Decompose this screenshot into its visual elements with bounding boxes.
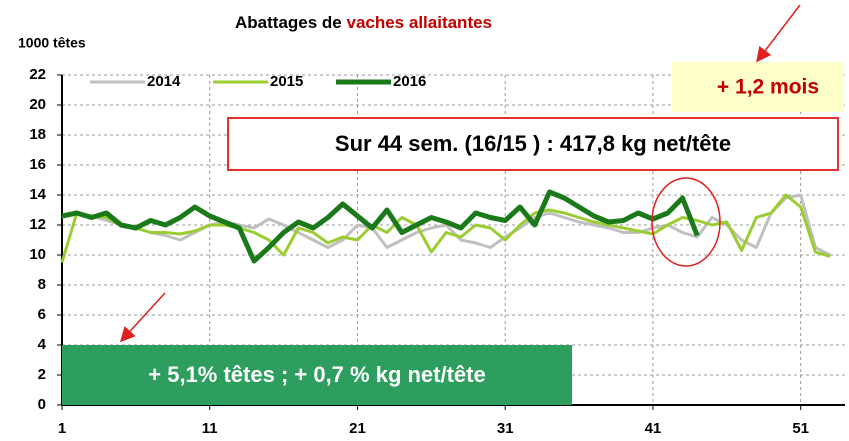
legend-label: 2015	[270, 73, 303, 90]
chart-title: Abattages de vaches allaitantes	[235, 13, 492, 32]
arrow	[119, 292, 166, 343]
y-axis-label: 1000 têtes	[18, 35, 86, 51]
series-line	[61, 193, 831, 257]
x-tick-label: 31	[497, 420, 514, 437]
y-tick-label: 0	[38, 396, 46, 413]
y-tick-label: 18	[29, 126, 46, 143]
arrow	[756, 4, 801, 63]
y-tick-label: 14	[29, 186, 46, 203]
annotation: + 1,2 mois	[717, 76, 819, 99]
legend-label: 2014	[147, 73, 181, 90]
x-tick-label: 41	[645, 420, 662, 437]
x-tick-label: 51	[792, 420, 809, 437]
title-part: Abattages de	[235, 13, 342, 32]
annotation-box	[62, 345, 572, 405]
y-tick-label: 10	[29, 246, 46, 263]
y-tick-label: 12	[29, 216, 46, 233]
y-tick-label: 8	[38, 276, 46, 293]
annotation: Sur 44 sem. (16/15 ) : 417,8 kg net/tête	[335, 131, 731, 156]
y-tick-label: 20	[29, 96, 46, 113]
title-part: vaches allaitantes	[346, 13, 492, 32]
series-line	[61, 189, 700, 264]
x-tick-label: 21	[349, 420, 366, 437]
y-tick-label: 2	[38, 366, 46, 383]
y-tick-label: 16	[29, 156, 46, 173]
annotation-box	[672, 62, 844, 112]
series-line	[60, 193, 831, 263]
y-tick-label: 22	[29, 66, 46, 83]
legend-label: 2016	[393, 73, 426, 90]
x-tick-label: 11	[202, 420, 218, 437]
highlight-circle	[651, 177, 721, 267]
annotation: + 5,1% têtes ; + 0,7 % kg net/tête	[148, 362, 485, 387]
annotation-box	[227, 117, 839, 171]
x-tick-label: 1	[58, 420, 66, 437]
y-tick-label: 4	[38, 336, 47, 353]
y-tick-label: 6	[38, 306, 46, 323]
